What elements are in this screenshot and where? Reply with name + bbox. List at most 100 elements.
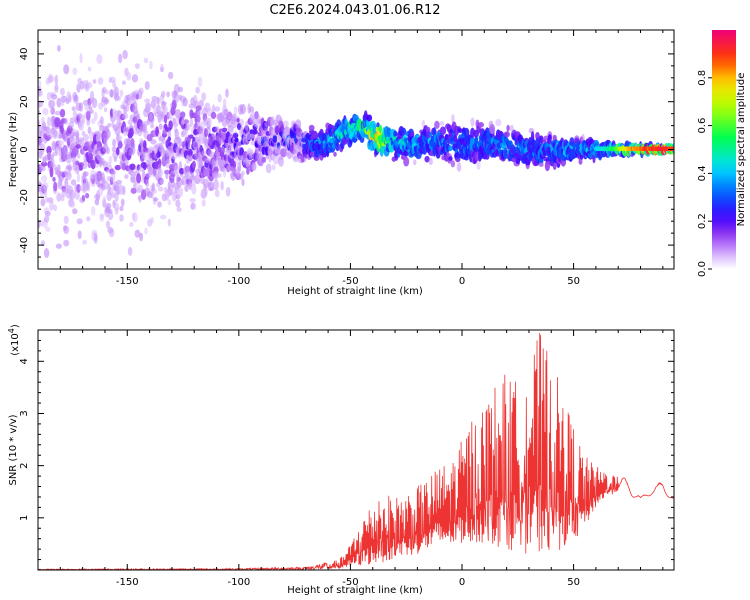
spectrogram-cell — [188, 142, 193, 151]
spectrogram-cell — [214, 189, 220, 198]
y-tick-label: -20 — [19, 189, 30, 205]
spectrogram-cell — [470, 127, 475, 139]
spectrogram-cell — [127, 119, 133, 126]
spectrogram-cell — [166, 91, 170, 98]
spectrogram-cell — [54, 110, 61, 116]
spectrogram-cell — [448, 145, 453, 152]
spectrogram-cell — [197, 114, 201, 123]
spectrogram-cell — [47, 116, 51, 128]
spectrogram-cell — [410, 131, 415, 139]
spectrogram-cell — [131, 74, 139, 83]
spectrogram-cell — [50, 107, 55, 115]
spectrogram-cell — [38, 90, 43, 97]
x-tick-label: 50 — [567, 276, 580, 287]
spectrogram-cell — [544, 160, 551, 172]
colorbar-tick-label: 0.0 — [697, 261, 708, 277]
spectrogram-cell — [128, 127, 134, 137]
spectrogram-cell — [191, 160, 196, 169]
spectrogram-cell — [155, 126, 160, 137]
spectrogram-cell — [439, 121, 445, 126]
spectrogram-cell — [448, 156, 453, 161]
spectrogram-cell — [48, 75, 55, 83]
spectrogram-cell — [176, 207, 182, 212]
spectrogram-cell — [93, 233, 98, 244]
x-tick-label: -100 — [227, 276, 250, 287]
spectrogram-cell — [81, 160, 88, 170]
spectrogram-cell — [54, 86, 59, 93]
spectrogram-cell — [149, 115, 155, 124]
spectrogram-cell — [150, 216, 155, 224]
spectrogram-cell — [393, 130, 398, 138]
spectrogram-cell — [40, 198, 46, 207]
spectrogram-cell — [101, 172, 105, 183]
spectrogram-cell — [506, 124, 510, 132]
spectrogram-cell — [189, 134, 194, 139]
spectrogram-cell — [180, 111, 186, 118]
spectrogram-cell — [57, 164, 61, 172]
y-tick-label: 3 — [19, 410, 30, 416]
spectrogram-cell — [424, 155, 430, 163]
spectrogram-cell — [162, 101, 167, 106]
spectrogram-cell — [421, 119, 426, 128]
spectrogram-cell — [233, 106, 238, 115]
spectrogram-cell — [214, 106, 221, 112]
spectrogram-cell — [246, 167, 250, 175]
spectrogram-cell — [107, 122, 112, 128]
spectrogram-cell — [76, 153, 81, 159]
x-axis-label: Height of straight line (km) — [287, 286, 423, 297]
spectrogram-cell — [312, 131, 319, 139]
spectrogram-cell — [174, 164, 180, 175]
spectrogram-cell — [413, 159, 417, 166]
spectrogram-cell — [178, 138, 183, 148]
spectrogram-cell — [57, 45, 61, 52]
spectrogram-cell — [223, 168, 227, 178]
spectrogram-cell — [56, 97, 62, 108]
spectrogram-cell — [210, 111, 217, 119]
spectrogram-cell — [503, 131, 510, 138]
spectrogram-cells — [38, 45, 674, 258]
spectrogram-cell — [48, 134, 53, 140]
spectrogram-cell — [126, 103, 130, 112]
spectrogram-cell — [272, 134, 278, 143]
spectrogram-cell — [145, 178, 150, 188]
spectrogram-cell — [107, 187, 114, 196]
spectrogram-cell — [143, 140, 147, 150]
spectrogram-cell — [50, 100, 56, 108]
spectrogram-cell — [99, 216, 105, 222]
spectrogram-cell — [38, 138, 43, 146]
spectrogram-cell — [86, 181, 91, 192]
spectrogram-cell — [177, 186, 183, 198]
spectrogram-cell — [226, 110, 233, 120]
spectrogram-cell — [240, 103, 246, 115]
spectrogram-cell — [171, 99, 177, 110]
spectrogram-cell — [102, 195, 107, 206]
spectrogram-cell — [50, 157, 55, 167]
spectrogram-cell — [280, 124, 285, 132]
spectrogram-cell — [157, 201, 162, 208]
snr-series-line — [38, 332, 674, 570]
spectrogram-cell — [378, 124, 383, 134]
colorbar-bar — [712, 30, 736, 269]
spectrogram-cell — [79, 53, 83, 64]
spectrogram-cell — [174, 186, 179, 195]
spectrogram-cell — [42, 181, 49, 190]
spectrogram-cell — [150, 139, 157, 145]
spectrogram-cell — [130, 138, 135, 148]
spectrogram-cell — [90, 206, 96, 216]
y-tick-label: 0 — [19, 146, 30, 152]
spectrogram-cell — [143, 57, 149, 64]
spectrogram-cell — [121, 80, 126, 85]
spectrogram-cell — [144, 98, 151, 104]
spectrogram-cell — [220, 180, 224, 191]
spectrogram-cell — [470, 117, 475, 127]
spectrogram-cell — [58, 146, 62, 157]
spectrogram-cell — [211, 131, 216, 138]
spectrogram-cell — [122, 112, 129, 120]
spectrogram-cell — [509, 124, 514, 132]
spectrogram-cell — [234, 137, 239, 143]
spectrogram-cell — [221, 127, 228, 133]
spectrogram-cell — [118, 141, 123, 149]
spectrogram-cell — [129, 145, 136, 156]
spectrogram-cell — [87, 66, 92, 72]
